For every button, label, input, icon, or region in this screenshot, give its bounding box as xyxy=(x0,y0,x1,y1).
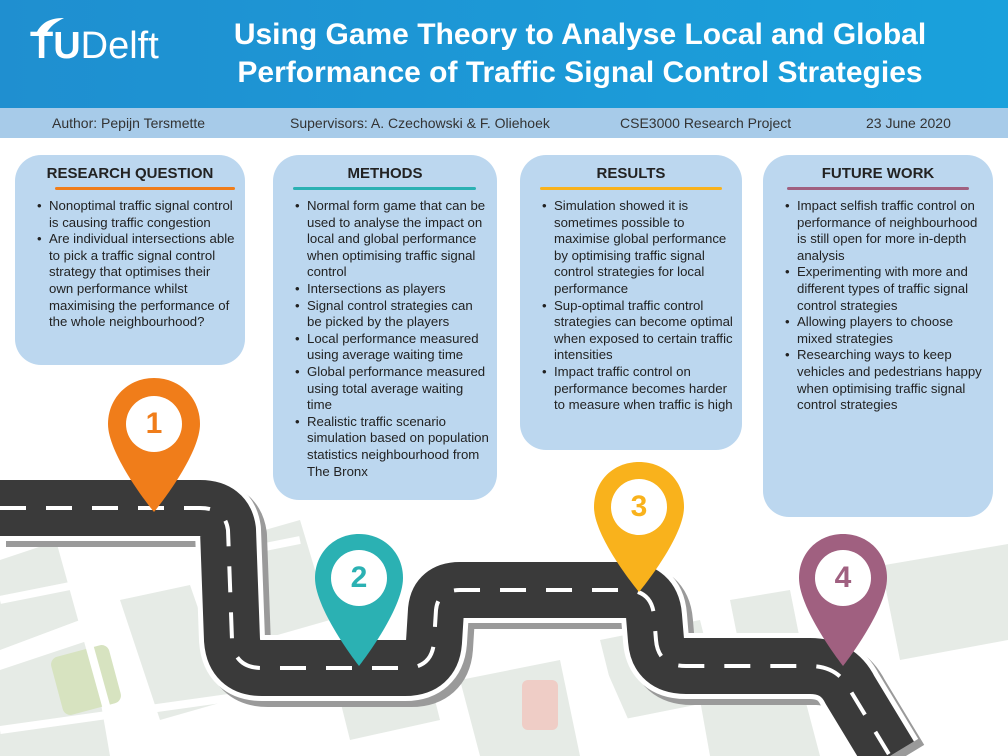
research-list: Nonoptimal traffic signal control is cau… xyxy=(25,198,237,331)
tu-delft-logo: TUDelft xyxy=(30,18,159,67)
methods-item: Normal form game that can be used to ana… xyxy=(295,198,489,281)
supervisors-text: Supervisors: A. Czechowski & F. Oliehoek xyxy=(290,115,550,131)
future-work-card: FUTURE WORK Impact selfish traffic contr… xyxy=(763,155,993,517)
methods-item: Intersections as players xyxy=(295,281,489,298)
logo-delft: Delft xyxy=(80,25,159,67)
pin-4-number: 4 xyxy=(815,550,871,606)
methods-card: METHODS Normal form game that can be use… xyxy=(273,155,497,500)
results-item: Simulation showed it is sometimes possib… xyxy=(542,198,734,298)
pin-2-number: 2 xyxy=(331,550,387,606)
pin-3-number: 3 xyxy=(611,479,667,535)
future-item: Impact selfish traffic control on perfor… xyxy=(785,198,985,264)
date-text: 23 June 2020 xyxy=(866,115,951,131)
project-text: CSE3000 Research Project xyxy=(620,115,792,131)
results-list: Simulation showed it is sometimes possib… xyxy=(530,198,734,414)
methods-item: Global performance measured using total … xyxy=(295,364,489,414)
pin-1-number: 1 xyxy=(126,396,182,452)
future-work-heading: FUTURE WORK xyxy=(821,165,935,182)
research-question-card: RESEARCH QUESTION Nonoptimal traffic sig… xyxy=(15,155,245,365)
author-text: Author: Pepijn Tersmette xyxy=(52,115,206,131)
results-item: Sup-optimal traffic control strategies c… xyxy=(542,298,734,364)
results-heading: RESULTS xyxy=(596,165,666,182)
info-bar: Author: Pepijn Tersmette Supervisors: A.… xyxy=(0,108,1008,138)
road-map-illustration xyxy=(0,475,1008,756)
future-item: Experimenting with more and different ty… xyxy=(785,264,985,314)
research-question-heading: RESEARCH QUESTION xyxy=(46,165,214,182)
methods-heading: METHODS xyxy=(347,165,423,182)
road-lane-markings xyxy=(0,506,892,756)
title-line-2: Performance of Traffic Signal Control St… xyxy=(237,56,923,89)
methods-item: Signal control strategies can be picked … xyxy=(295,298,489,331)
methods-list: Normal form game that can be used to ana… xyxy=(283,198,489,480)
future-underline xyxy=(787,187,969,190)
future-item: Researching ways to keep vehicles and pe… xyxy=(785,347,985,413)
future-item: Allowing players to choose mixed strateg… xyxy=(785,314,985,347)
methods-item: Realistic traffic scenario simulation ba… xyxy=(295,414,489,480)
pink-block xyxy=(522,680,558,730)
flame-icon xyxy=(36,18,64,34)
map-pin-2: 2 xyxy=(311,532,407,670)
results-underline xyxy=(540,187,722,190)
methods-underline xyxy=(293,187,476,190)
future-list: Impact selfish traffic control on perfor… xyxy=(773,198,985,414)
poster-title: Using Game Theory to Analyse Local and G… xyxy=(200,16,960,92)
research-underline xyxy=(55,187,235,190)
map-pin-1: 1 xyxy=(104,376,204,516)
research-item: Nonoptimal traffic signal control is cau… xyxy=(37,198,237,231)
results-card: RESULTS Simulation showed it is sometime… xyxy=(520,155,742,450)
header-banner: TUDelft Using Game Theory to Analyse Loc… xyxy=(0,0,1008,108)
methods-item: Local performance measured using average… xyxy=(295,331,489,364)
map-pin-3: 3 xyxy=(590,460,688,596)
results-item: Impact traffic control on performance be… xyxy=(542,364,734,414)
title-line-1: Using Game Theory to Analyse Local and G… xyxy=(233,18,927,51)
research-item: Are individual intersections able to pic… xyxy=(37,231,237,331)
map-pin-4: 4 xyxy=(795,532,891,670)
